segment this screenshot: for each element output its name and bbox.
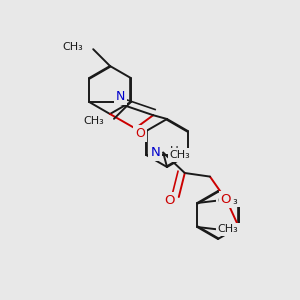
Text: N: N <box>150 146 160 159</box>
Text: CH₃: CH₃ <box>170 150 190 160</box>
Text: O: O <box>220 193 231 206</box>
Text: H: H <box>170 145 179 158</box>
Text: N: N <box>116 91 125 103</box>
Text: CH₃: CH₃ <box>217 224 238 234</box>
Text: O: O <box>164 194 175 206</box>
Text: CH₃: CH₃ <box>217 196 238 206</box>
Text: CH₃: CH₃ <box>83 116 104 126</box>
Text: O: O <box>135 127 145 140</box>
Text: CH₃: CH₃ <box>62 42 83 52</box>
